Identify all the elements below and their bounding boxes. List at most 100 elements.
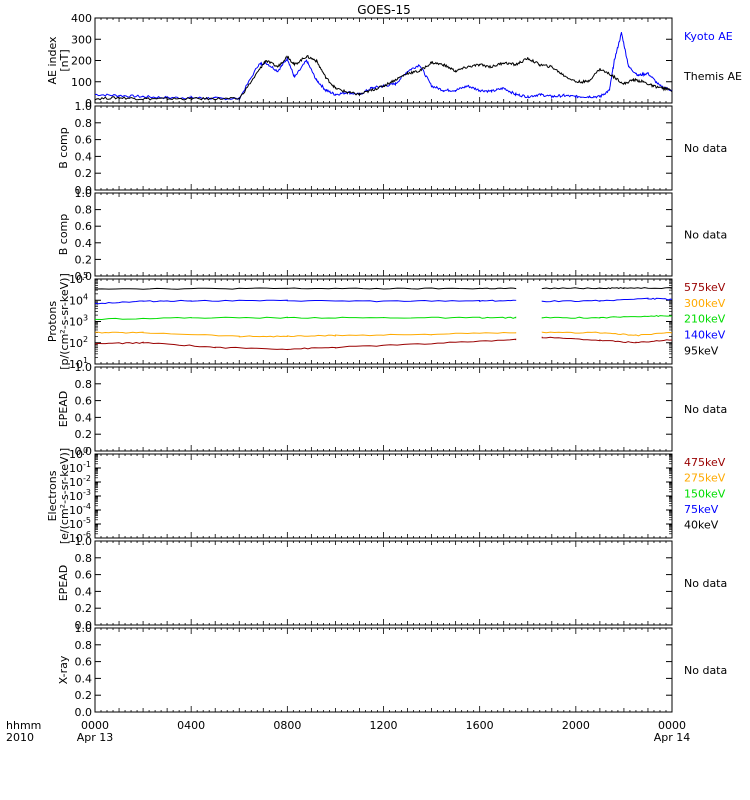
y-tick-exponent: 3 [83,314,88,323]
no-data-label: No data [684,577,727,590]
y-tick-label: 0.8 [75,378,93,391]
panel-5: 0.0 0.2 0.4 0.6 0.8 1.0 EPEAD No data [57,361,727,458]
time-tick-label: 0000 [81,719,109,732]
y-tick-label: 0.6 [75,569,93,582]
y-tick-label: 0.6 [75,395,93,408]
y-tick-label: 10 [69,490,83,503]
y-tick-label: 10 [69,504,83,517]
panel-frame [94,453,673,539]
y-tick-exponent: -3 [83,488,91,497]
y-tick-exponent: -5 [83,516,91,525]
y-tick-label: 100 [71,76,92,89]
legend-label: 75keV [684,503,719,516]
y-tick-exponent: 2 [83,335,88,344]
y-tick-label: 400 [71,12,92,25]
y-tick-exponent: -2 [83,474,91,483]
legend-label: Kyoto AE [684,30,733,43]
panel-frame [94,540,673,626]
series-line-300kev [94,297,673,305]
y-tick-label: 1.0 [75,100,93,113]
series-line-140kev [94,331,673,338]
y-tick-label: 10 [69,294,83,307]
y-tick-label: 10 [69,358,83,371]
y-tick-label: 0.0 [75,706,93,719]
y-tick-label: 10 [69,448,83,461]
y-tick-label: 0 [85,97,92,110]
y-tick-label: 0.0 [75,619,93,632]
panel-2: 0.0 0.2 0.4 0.6 0.8 1.0 B comp No data [57,100,727,197]
legend-label: 150keV [684,487,726,500]
y-tick-exponent: -1 [83,460,91,469]
y-axis-unit: [e/(cm²-s-sr-keV)] [58,448,71,544]
y-tick-label: 1.0 [75,535,93,548]
panel-frame [94,366,673,452]
no-data-label: No data [684,142,727,155]
panel-frame [94,105,673,191]
y-axis-label: EPEAD [57,565,70,602]
no-data-label: No data [684,664,727,677]
y-axis-label: B comp [57,127,70,169]
y-tick-label: 0.6 [75,220,93,233]
panel-3: 0.0 0.2 0.4 0.6 0.8 1.0 B comp No data [57,187,727,283]
time-tick-label: 0800 [273,719,301,732]
y-tick-label: 10 [69,518,83,531]
legend-label: 140keV [684,329,726,342]
figure-title: GOES-15 [357,3,411,17]
time-tick-label: 0400 [177,719,205,732]
y-tick-label: 0.0 [75,184,93,197]
time-axis-label-year: 2010 [6,731,34,744]
time-tick-label: 1200 [370,719,398,732]
time-axis: hhmm 2010 0000 0400 0800 1200 1600 2000 0000Ap… [6,719,690,744]
y-tick-label: 10 [69,316,83,329]
y-tick-label: 10 [69,532,83,545]
panel-1: 0 100 200 300 400 AE index [nT] Kyoto AE Themis … [46,12,742,110]
y-axis-unit: [nT] [58,49,71,71]
time-tick-label: 0000 [658,719,686,732]
y-tick-label: 300 [71,33,92,46]
panel-frame [94,278,673,365]
y-tick-label: 0.2 [75,602,93,615]
series-line-210kev [94,315,673,321]
y-tick-label: 200 [71,55,92,68]
panel-7: 0.0 0.2 0.4 0.6 0.8 1.0 EPEAD No data [57,535,727,632]
y-tick-label: 0.2 [75,428,93,441]
panel-frame [94,627,673,713]
panel-8: 0.0 0.2 0.4 0.6 0.8 1.0 X-ray No data [57,622,727,719]
panel-frame [94,17,673,104]
y-tick-exponent: 5 [83,271,88,280]
y-tick-label: 0.2 [75,689,93,702]
legend-label: 475keV [684,456,726,469]
legend-label: 40keV [684,519,719,532]
y-tick-label: 0.4 [75,150,93,163]
y-tick-label: 1.0 [75,187,93,200]
y-tick-label: 1.0 [75,361,93,374]
date-label: Apr 14 [654,731,691,744]
y-axis-label: Protons [46,301,59,342]
y-tick-label: 0.4 [75,411,93,424]
y-axis-label: Electrons [46,470,59,521]
time-axis-label-hhmm: hhmm [6,719,41,732]
legend-label: 300keV [684,297,726,310]
no-data-label: No data [684,229,727,242]
y-tick-label: 0.4 [75,672,93,685]
y-axis-label: X-ray [57,655,70,684]
series-line-95kev [94,336,673,351]
y-tick-label: 0.6 [75,656,93,669]
series-line-575kev [94,287,673,290]
y-tick-label: 10 [69,337,83,350]
y-axis-label: B comp [57,214,70,256]
time-tick-label: 2000 [562,719,590,732]
y-tick-label: 10 [69,462,83,475]
y-tick-label: 0.0 [75,270,93,283]
y-tick-label: 0.8 [75,117,93,130]
y-axis-label: EPEAD [57,391,70,428]
y-axis-label: AE index [46,36,59,85]
y-tick-exponent: 1 [83,356,88,365]
y-tick-label: 10 [69,476,83,489]
series-line-kyoto-ae [94,31,673,101]
y-tick-label: 0.0 [75,445,93,458]
y-tick-exponent: 4 [83,292,88,301]
